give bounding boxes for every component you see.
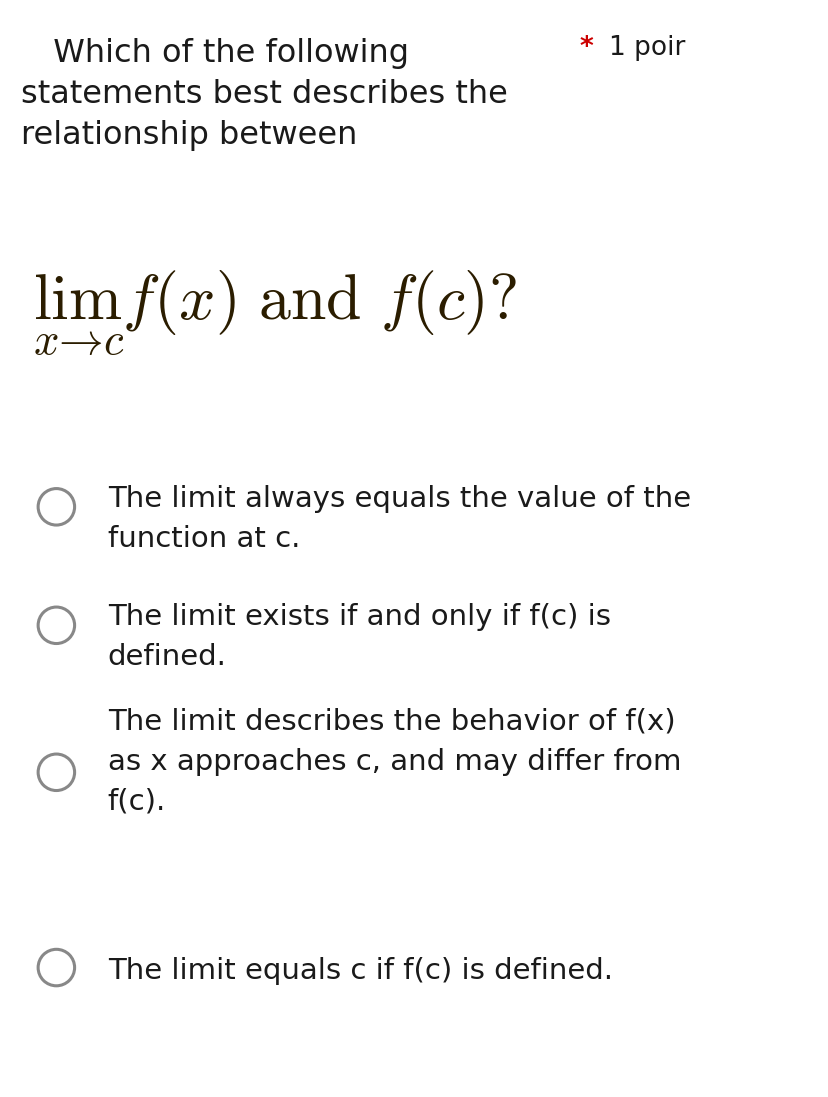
Text: relationship between: relationship between <box>21 120 357 150</box>
Text: The limit equals c if f(c) is defined.: The limit equals c if f(c) is defined. <box>108 957 612 985</box>
Text: Which of the following: Which of the following <box>33 38 409 69</box>
Text: The limit exists if and only if f(c) is
defined.: The limit exists if and only if f(c) is … <box>108 603 610 671</box>
Text: statements best describes the: statements best describes the <box>21 79 507 110</box>
Text: The limit describes the behavior of f(x)
as x approaches c, and may differ from
: The limit describes the behavior of f(x)… <box>108 708 681 816</box>
Text: 1 poir: 1 poir <box>609 35 685 61</box>
Text: *: * <box>580 35 603 61</box>
Text: $\lim_{x \to c} f(x)\ \mathrm{and}\ f(c)?$: $\lim_{x \to c} f(x)\ \mathrm{and}\ f(c)… <box>33 269 517 358</box>
Text: The limit always equals the value of the
function at c.: The limit always equals the value of the… <box>108 485 690 553</box>
